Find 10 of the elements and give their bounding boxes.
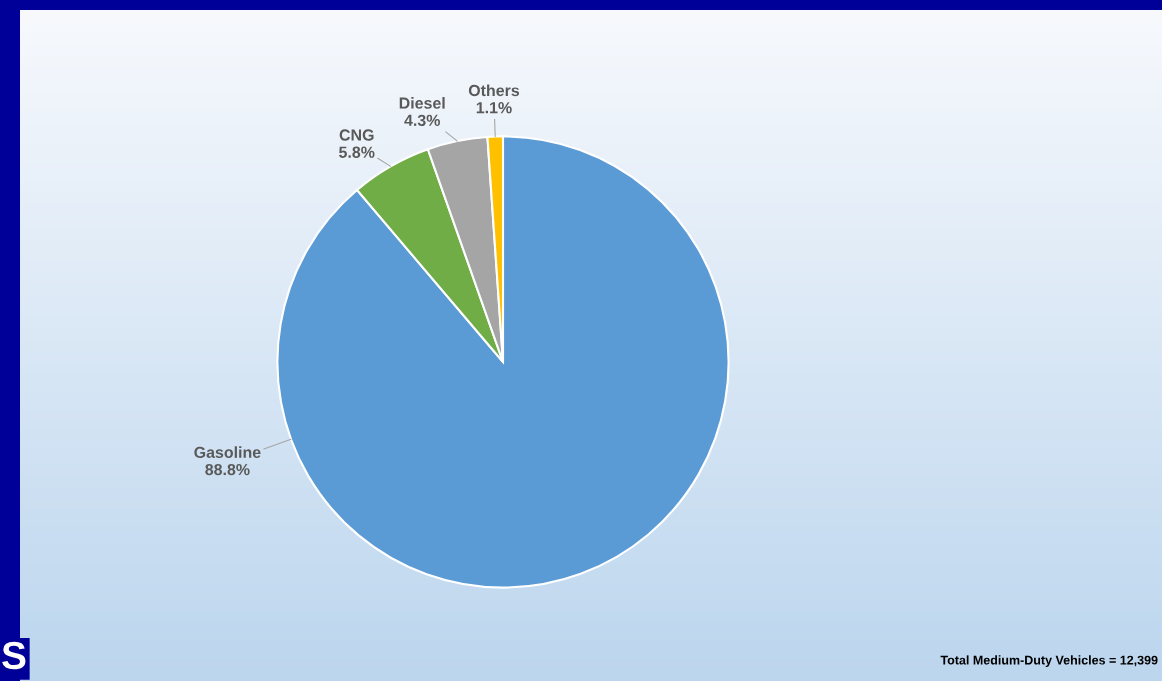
slice-label: Gasoline bbox=[194, 446, 261, 458]
slice-label: CNG bbox=[339, 129, 374, 141]
data-label: 5.8% bbox=[339, 146, 375, 158]
data-label: 88.8% bbox=[205, 463, 250, 476]
text: S bbox=[2, 641, 26, 670]
slice-label: Others bbox=[468, 84, 520, 97]
data-label: 4.3% bbox=[404, 114, 440, 126]
data-label: 1.1% bbox=[476, 102, 512, 114]
text: Total Medium-Duty Vehicles = 12,399 bbox=[940, 655, 1158, 667]
slice-label: Diesel bbox=[399, 97, 445, 109]
